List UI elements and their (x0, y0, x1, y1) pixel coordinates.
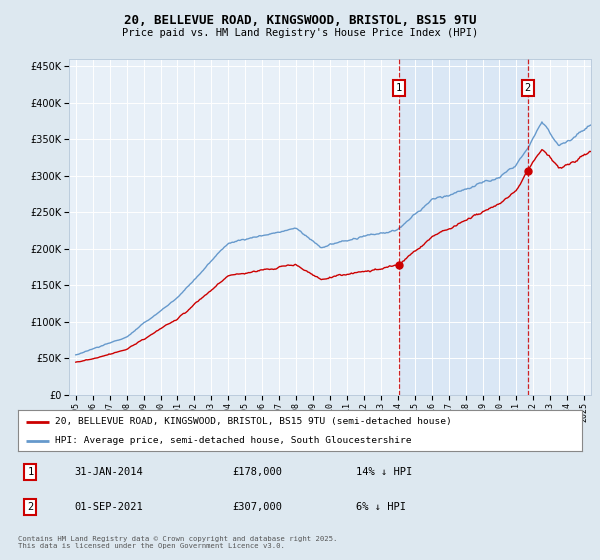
Bar (399, 59, 528, 395)
Text: £307,000: £307,000 (232, 502, 283, 512)
Text: 1: 1 (396, 83, 402, 93)
Text: Price paid vs. HM Land Registry's House Price Index (HPI): Price paid vs. HM Land Registry's House … (122, 28, 478, 38)
Text: 2: 2 (27, 502, 34, 512)
Text: £178,000: £178,000 (232, 468, 283, 478)
Text: 14% ↓ HPI: 14% ↓ HPI (356, 468, 413, 478)
Text: 1: 1 (27, 468, 34, 478)
Text: 2: 2 (524, 83, 531, 93)
Text: 31-JAN-2014: 31-JAN-2014 (74, 468, 143, 478)
Text: 6% ↓ HPI: 6% ↓ HPI (356, 502, 406, 512)
Text: 20, BELLEVUE ROAD, KINGSWOOD, BRISTOL, BS15 9TU (semi-detached house): 20, BELLEVUE ROAD, KINGSWOOD, BRISTOL, B… (55, 417, 451, 426)
Text: 20, BELLEVUE ROAD, KINGSWOOD, BRISTOL, BS15 9TU: 20, BELLEVUE ROAD, KINGSWOOD, BRISTOL, B… (124, 14, 476, 27)
Text: Contains HM Land Registry data © Crown copyright and database right 2025.
This d: Contains HM Land Registry data © Crown c… (18, 536, 337, 549)
Text: 01-SEP-2021: 01-SEP-2021 (74, 502, 143, 512)
Text: HPI: Average price, semi-detached house, South Gloucestershire: HPI: Average price, semi-detached house,… (55, 436, 411, 445)
